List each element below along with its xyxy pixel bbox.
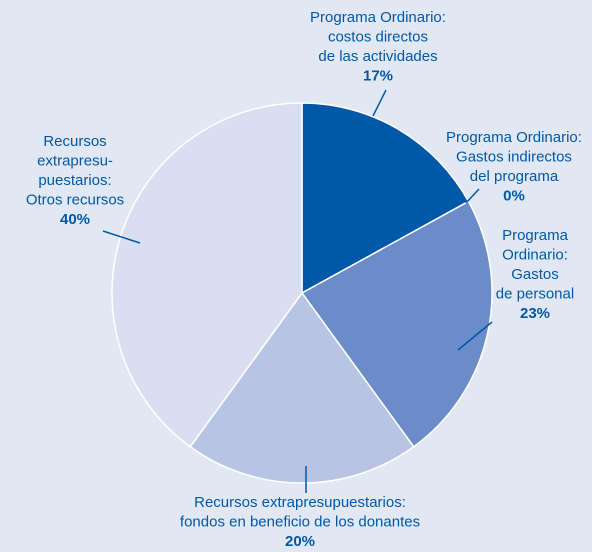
- value-label: 20%: [285, 533, 315, 550]
- value-label: 40%: [60, 211, 90, 228]
- label-line: fondos en beneficio de los donantes: [180, 514, 420, 531]
- value-label: 23%: [520, 305, 550, 322]
- label-line: Recursos: [43, 133, 106, 150]
- leader-line: [465, 188, 480, 204]
- leader-line: [102, 230, 141, 244]
- label-line: Programa Ordinario:: [310, 9, 446, 26]
- label-line: Otros recursos: [26, 192, 124, 209]
- label-line: de las actividades: [318, 48, 437, 65]
- slice-label: Programa Ordinario: Gastos de personal 23%: [496, 227, 574, 322]
- pie-slice: [300, 200, 493, 448]
- label-line: extrapresu-: [37, 153, 113, 170]
- value-label: 0%: [503, 188, 525, 205]
- label-line: Programa Ordinario:: [446, 129, 582, 146]
- slice-label: Recursos extrapresu-puestarios: Otros recu…: [26, 133, 124, 228]
- label-line: Gastos: [511, 266, 559, 283]
- slice-label: Programa Ordinario: costos directos de las…: [310, 9, 446, 85]
- label-line: Gastos indirectos: [456, 149, 572, 166]
- pie-slice: [189, 291, 415, 484]
- slice-label: Programa Ordinario: Gastos indirectos del …: [446, 129, 582, 205]
- leader-line: [457, 321, 493, 351]
- label-line: Recursos extrapresupuestarios:: [194, 494, 406, 511]
- label-line: Ordinario:: [502, 247, 568, 264]
- label-line: costos directos: [328, 29, 428, 46]
- label-line: Programa: [502, 227, 569, 244]
- label-line: del programa: [470, 168, 559, 185]
- label-line: puestarios:: [38, 172, 111, 189]
- slice-label: Recursos extrapresupuestarios: fondos en …: [180, 494, 420, 550]
- leader-line: [372, 89, 387, 117]
- pie-slice: [111, 102, 303, 448]
- pie-slice: [301, 102, 470, 295]
- value-label: 17%: [363, 68, 393, 85]
- label-line: de personal: [496, 286, 574, 303]
